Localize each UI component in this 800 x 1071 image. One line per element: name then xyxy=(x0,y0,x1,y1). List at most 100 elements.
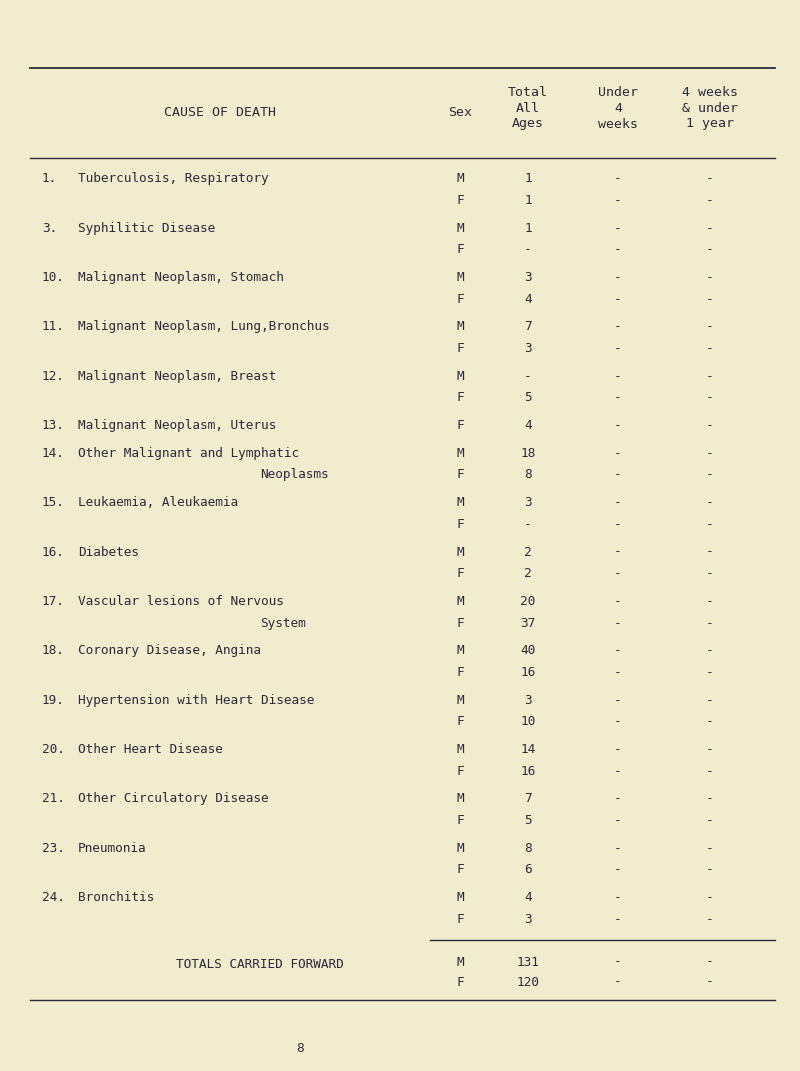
Text: -: - xyxy=(706,447,714,459)
Text: F: F xyxy=(456,976,464,989)
Text: Neoplasms: Neoplasms xyxy=(260,468,329,482)
Text: 19.: 19. xyxy=(42,694,65,707)
Text: Under: Under xyxy=(598,86,638,99)
Text: -: - xyxy=(706,694,714,707)
Text: 10: 10 xyxy=(520,715,536,728)
Text: F: F xyxy=(456,194,464,207)
Text: -: - xyxy=(614,292,622,305)
Text: 7: 7 xyxy=(524,793,532,805)
Text: Pneumonia: Pneumonia xyxy=(78,842,146,855)
Text: Malignant Neoplasm, Breast: Malignant Neoplasm, Breast xyxy=(78,369,276,382)
Text: 40: 40 xyxy=(520,645,536,658)
Text: -: - xyxy=(706,517,714,531)
Text: F: F xyxy=(456,814,464,827)
Text: -: - xyxy=(614,793,622,805)
Text: -: - xyxy=(706,194,714,207)
Text: -: - xyxy=(614,342,622,356)
Text: 15.: 15. xyxy=(42,496,65,509)
Text: M: M xyxy=(456,447,464,459)
Text: -: - xyxy=(706,468,714,482)
Text: 2: 2 xyxy=(524,545,532,558)
Text: -: - xyxy=(614,243,622,256)
Text: -: - xyxy=(706,842,714,855)
Text: F: F xyxy=(456,666,464,679)
Text: M: M xyxy=(456,172,464,185)
Text: -: - xyxy=(614,172,622,185)
Text: M: M xyxy=(456,594,464,608)
Text: F: F xyxy=(456,617,464,630)
Text: -: - xyxy=(706,271,714,284)
Text: 1: 1 xyxy=(524,222,532,235)
Text: -: - xyxy=(706,222,714,235)
Text: 6: 6 xyxy=(524,863,532,876)
Text: 18: 18 xyxy=(520,447,536,459)
Text: 1: 1 xyxy=(524,194,532,207)
Text: -: - xyxy=(524,517,532,531)
Text: weeks: weeks xyxy=(598,118,638,131)
Text: Syphilitic Disease: Syphilitic Disease xyxy=(78,222,215,235)
Text: 21.: 21. xyxy=(42,793,65,805)
Text: Total: Total xyxy=(508,86,548,99)
Text: F: F xyxy=(456,243,464,256)
Text: -: - xyxy=(706,863,714,876)
Text: -: - xyxy=(614,545,622,558)
Text: CAUSE OF DEATH: CAUSE OF DEATH xyxy=(164,106,276,120)
Text: 20.: 20. xyxy=(42,743,65,756)
Text: F: F xyxy=(456,292,464,305)
Text: -: - xyxy=(614,594,622,608)
Text: 5: 5 xyxy=(524,391,532,405)
Text: -: - xyxy=(614,222,622,235)
Text: 1.: 1. xyxy=(42,172,58,185)
Text: F: F xyxy=(456,342,464,356)
Text: -: - xyxy=(706,793,714,805)
Text: Sex: Sex xyxy=(448,106,472,120)
Text: Bronchitis: Bronchitis xyxy=(78,891,154,904)
Text: 4 weeks: 4 weeks xyxy=(682,86,738,99)
Text: 10.: 10. xyxy=(42,271,65,284)
Text: -: - xyxy=(614,694,622,707)
Text: Diabetes: Diabetes xyxy=(78,545,139,558)
Text: 23.: 23. xyxy=(42,842,65,855)
Text: 18.: 18. xyxy=(42,645,65,658)
Text: -: - xyxy=(614,976,622,989)
Text: -: - xyxy=(706,391,714,405)
Text: Coronary Disease, Angina: Coronary Disease, Angina xyxy=(78,645,261,658)
Text: M: M xyxy=(456,645,464,658)
Text: -: - xyxy=(614,666,622,679)
Text: -: - xyxy=(706,496,714,509)
Text: M: M xyxy=(456,271,464,284)
Text: -: - xyxy=(614,891,622,904)
Text: 8: 8 xyxy=(524,842,532,855)
Text: Ages: Ages xyxy=(512,118,544,131)
Text: F: F xyxy=(456,517,464,531)
Text: 5: 5 xyxy=(524,814,532,827)
Text: -: - xyxy=(706,955,714,968)
Text: Leukaemia, Aleukaemia: Leukaemia, Aleukaemia xyxy=(78,496,238,509)
Text: 17.: 17. xyxy=(42,594,65,608)
Text: -: - xyxy=(614,320,622,333)
Text: M: M xyxy=(456,955,464,968)
Text: -: - xyxy=(706,617,714,630)
Text: -: - xyxy=(706,912,714,925)
Text: 3: 3 xyxy=(524,342,532,356)
Text: M: M xyxy=(456,369,464,382)
Text: -: - xyxy=(614,271,622,284)
Text: M: M xyxy=(456,320,464,333)
Text: Other Circulatory Disease: Other Circulatory Disease xyxy=(78,793,269,805)
Text: -: - xyxy=(614,468,622,482)
Text: -: - xyxy=(614,842,622,855)
Text: F: F xyxy=(456,765,464,778)
Text: 37: 37 xyxy=(520,617,536,630)
Text: -: - xyxy=(614,765,622,778)
Text: -: - xyxy=(614,715,622,728)
Text: M: M xyxy=(456,891,464,904)
Text: F: F xyxy=(456,391,464,405)
Text: M: M xyxy=(456,743,464,756)
Text: 11.: 11. xyxy=(42,320,65,333)
Text: -: - xyxy=(706,594,714,608)
Text: -: - xyxy=(524,369,532,382)
Text: & under: & under xyxy=(682,102,738,115)
Text: 1: 1 xyxy=(524,172,532,185)
Text: M: M xyxy=(456,496,464,509)
Text: -: - xyxy=(614,814,622,827)
